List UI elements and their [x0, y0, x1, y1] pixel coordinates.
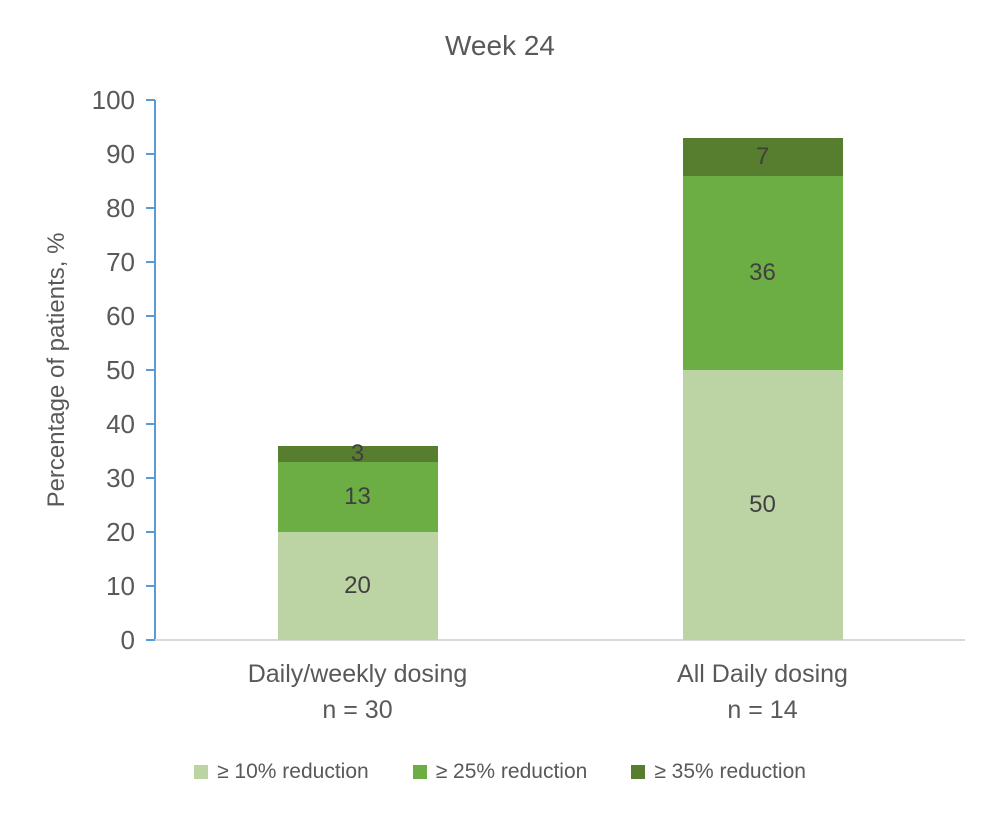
bar-segment: 36 [682, 175, 843, 370]
bar-segment-label: 20 [344, 571, 371, 599]
y-tick-label: 90 [106, 139, 135, 169]
legend-item: ≥ 10% reduction [194, 760, 369, 784]
category-n: n = 30 [322, 696, 393, 724]
y-tick-mark [146, 153, 155, 155]
y-tick-label: 70 [106, 247, 135, 277]
category-n: n = 14 [727, 696, 798, 724]
legend-swatch-icon [194, 765, 209, 779]
y-tick-mark [146, 315, 155, 317]
bar-segment-label: 50 [749, 490, 776, 518]
bar-segment-label: 36 [749, 258, 776, 286]
y-tick-label: 40 [106, 409, 135, 439]
bar-segment: 3 [277, 441, 438, 465]
y-tick-mark [146, 261, 155, 263]
legend-label: ≥ 25% reduction [435, 760, 588, 783]
legend-item: ≥ 35% reduction [631, 760, 806, 784]
y-tick-label: 20 [106, 517, 135, 547]
category-label: All Daily dosing n = 14 [563, 656, 963, 728]
bar-segment: 13 [277, 461, 438, 532]
legend-item: ≥ 25% reduction [412, 760, 588, 784]
y-tick-mark [146, 477, 155, 479]
stacked-bar: 7 36 50 [682, 137, 843, 640]
y-tick-label: 100 [91, 85, 135, 115]
y-tick-label: 0 [120, 625, 135, 655]
legend-swatch-icon [412, 765, 427, 779]
category-name: All Daily dosing [677, 660, 848, 688]
stacked-bar: 3 13 20 [277, 441, 438, 640]
legend-label: ≥ 10% reduction [217, 760, 369, 783]
chart-title: Week 24 [445, 30, 555, 61]
y-tick-mark [146, 531, 155, 533]
bar-segment: 50 [682, 369, 843, 640]
y-tick-mark [146, 585, 155, 587]
legend-swatch-icon [631, 765, 646, 779]
y-tick-label: 10 [106, 571, 135, 601]
y-tick-mark [146, 99, 155, 101]
bar-segment-label: 13 [344, 482, 371, 510]
y-axis-line [154, 100, 156, 641]
category-label: Daily/weekly dosing n = 30 [158, 656, 558, 728]
y-tick-mark [146, 369, 155, 371]
bar-segment: 7 [682, 137, 843, 176]
x-axis-line [155, 639, 965, 641]
y-tick-label: 60 [106, 301, 135, 331]
bar-segment-label: 3 [350, 439, 365, 467]
y-tick-mark [146, 207, 155, 209]
y-tick-label: 50 [106, 355, 135, 385]
y-tick-mark [146, 423, 155, 425]
y-tick-mark [146, 639, 155, 641]
bar-segment-label: 7 [755, 142, 770, 170]
y-tick-label: 30 [106, 463, 135, 493]
legend-label: ≥ 35% reduction [654, 760, 806, 783]
bar-segment: 20 [277, 531, 438, 640]
y-tick-label: 80 [106, 193, 135, 223]
category-name: Daily/weekly dosing [247, 660, 468, 688]
legend: ≥ 10% reduction ≥ 25% reduction ≥ 35% redu… [0, 760, 1000, 784]
